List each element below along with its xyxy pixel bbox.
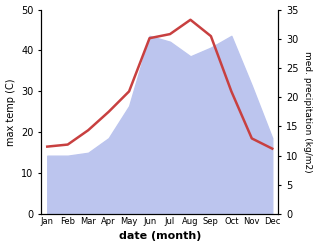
X-axis label: date (month): date (month)	[119, 231, 201, 242]
Y-axis label: med. precipitation (kg/m2): med. precipitation (kg/m2)	[303, 51, 313, 173]
Y-axis label: max temp (C): max temp (C)	[5, 78, 16, 145]
